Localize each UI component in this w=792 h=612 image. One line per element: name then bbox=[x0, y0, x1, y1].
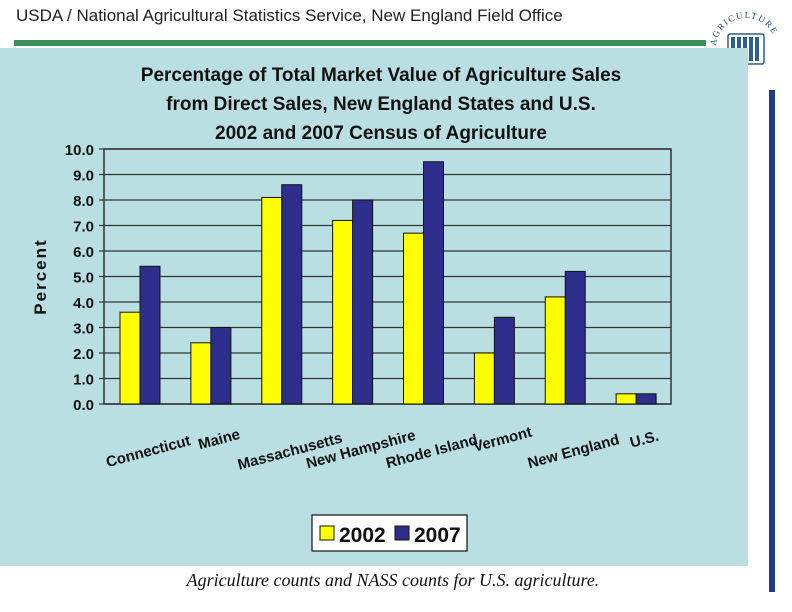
x-tick-label: Vermont bbox=[471, 424, 533, 456]
legend-label-2007: 2007 bbox=[414, 524, 461, 547]
y-tick-label: 8.0 bbox=[73, 193, 94, 210]
bar-2002-vermont bbox=[473, 352, 495, 405]
right-accent-bar bbox=[769, 90, 775, 592]
caption-text: Agriculture counts and NASS counts for U… bbox=[186, 570, 600, 590]
header-title: USDA / National Agricultural Statistics … bbox=[16, 6, 563, 25]
x-tick-label: Maine bbox=[196, 426, 241, 453]
bar-2007-maine bbox=[210, 327, 232, 405]
x-tick-label: Connecticut bbox=[104, 432, 192, 471]
bar-chart: Percentage of Total Market Value of Agri… bbox=[31, 65, 672, 552]
y-tick-label: 7.0 bbox=[73, 219, 94, 236]
chart-title-line: from Direct Sales, New England States an… bbox=[166, 94, 596, 115]
legend-box bbox=[311, 514, 468, 552]
y-tick-label: 5.0 bbox=[73, 270, 94, 287]
x-tick-label: New England bbox=[526, 431, 621, 472]
y-tick-label: 3.0 bbox=[73, 321, 94, 338]
bar-2002-new-england bbox=[544, 296, 566, 405]
chart-title-line: 2002 and 2007 Census of Agriculture bbox=[215, 123, 547, 144]
bar-2002-maine bbox=[190, 342, 212, 405]
y-tick-label: 4.0 bbox=[73, 295, 94, 312]
chart-title-line: Percentage of Total Market Value of Agri… bbox=[141, 65, 621, 86]
x-tick-label: U.S. bbox=[628, 428, 661, 452]
header-rule bbox=[14, 40, 706, 46]
bar-2007-new-england bbox=[564, 270, 586, 405]
caption: Agriculture counts and NASS counts for U… bbox=[0, 570, 792, 591]
bar-2002-u-s- bbox=[615, 393, 637, 405]
y-axis-label: Percent bbox=[31, 238, 50, 314]
bar-2007-new-hampshire bbox=[352, 199, 374, 405]
legend-label-2002: 2002 bbox=[339, 524, 386, 547]
bar-2002-new-hampshire bbox=[332, 219, 354, 405]
y-tick-label: 1.0 bbox=[73, 372, 94, 389]
y-tick-label: 6.0 bbox=[73, 244, 94, 261]
y-tick-label: 0.0 bbox=[73, 397, 94, 414]
chart-panel: Percentage of Total Market Value of Agri… bbox=[0, 48, 748, 566]
bar-2002-rhode-island bbox=[403, 232, 424, 405]
legend-swatch-2007 bbox=[394, 525, 410, 541]
bar-2007-u-s- bbox=[635, 393, 657, 405]
bar-2007-vermont bbox=[493, 316, 515, 405]
bar-2007-rhode-island bbox=[423, 161, 444, 405]
bar-2007-massachusetts bbox=[281, 184, 303, 405]
legend-swatch-2002 bbox=[319, 525, 335, 541]
y-tick-label: 2.0 bbox=[73, 346, 94, 363]
bar-2002-connecticut bbox=[119, 311, 141, 405]
y-tick-label: 9.0 bbox=[73, 168, 94, 185]
y-tick-label: 10.0 bbox=[65, 142, 94, 159]
bar-2002-massachusetts bbox=[261, 196, 283, 405]
bar-2007-connecticut bbox=[139, 265, 161, 405]
